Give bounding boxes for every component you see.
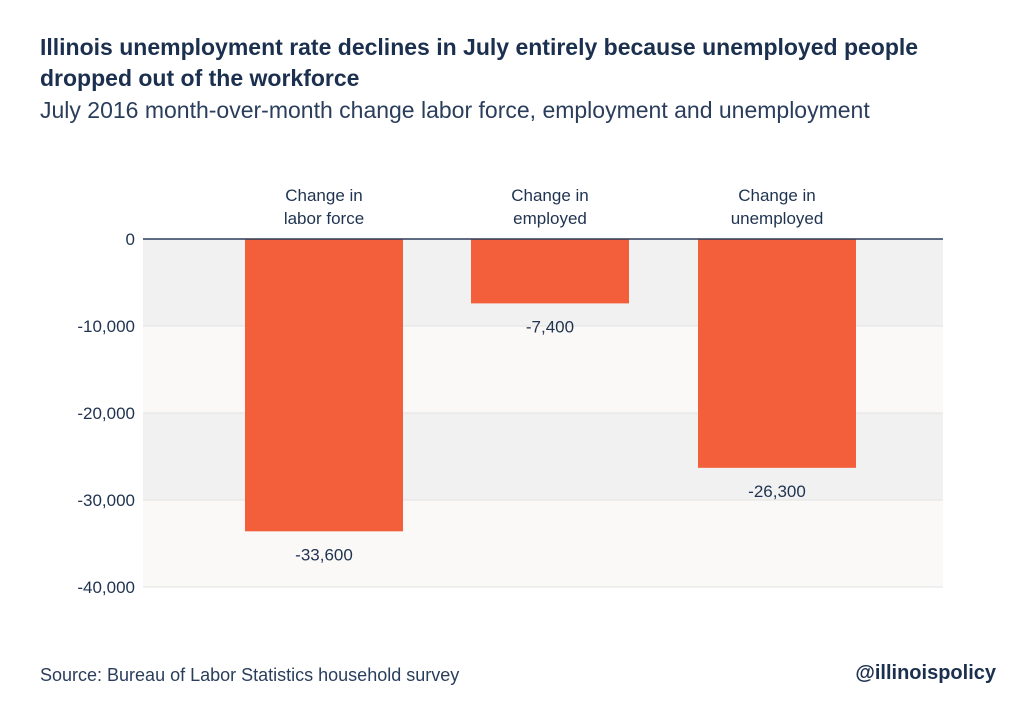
y-tick-label: 0	[126, 230, 135, 249]
bar	[471, 239, 629, 304]
value-label: -33,600	[295, 545, 353, 564]
y-tick-label: -30,000	[77, 491, 135, 510]
brand-handle: @illinoispolicy	[855, 662, 996, 684]
y-axis-tick-labels: 0 -10,000 -20,000 -30,000 -40,000	[77, 230, 135, 597]
category-label: Change in unemployed	[731, 186, 824, 228]
chart-title: Illinois unemployment rate declines in J…	[40, 34, 919, 91]
chart-subtitle: July 2016 month-over-month change labor …	[40, 97, 870, 123]
bar	[245, 239, 403, 532]
value-labels: -33,600 -7,400 -26,300	[295, 317, 806, 564]
bars	[245, 239, 856, 532]
y-tick-label: -10,000	[77, 317, 135, 336]
value-label: -26,300	[748, 482, 806, 501]
bar	[698, 239, 856, 468]
category-label: Change in employed	[511, 186, 589, 228]
value-label: -7,400	[526, 317, 574, 336]
source-note: Source: Bureau of Labor Statistics house…	[40, 665, 460, 685]
category-label: Change in labor force	[284, 186, 364, 228]
y-tick-label: -40,000	[77, 578, 135, 597]
y-tick-label: -20,000	[77, 404, 135, 423]
category-labels: Change in labor force Change in employed Cha…	[284, 186, 823, 228]
